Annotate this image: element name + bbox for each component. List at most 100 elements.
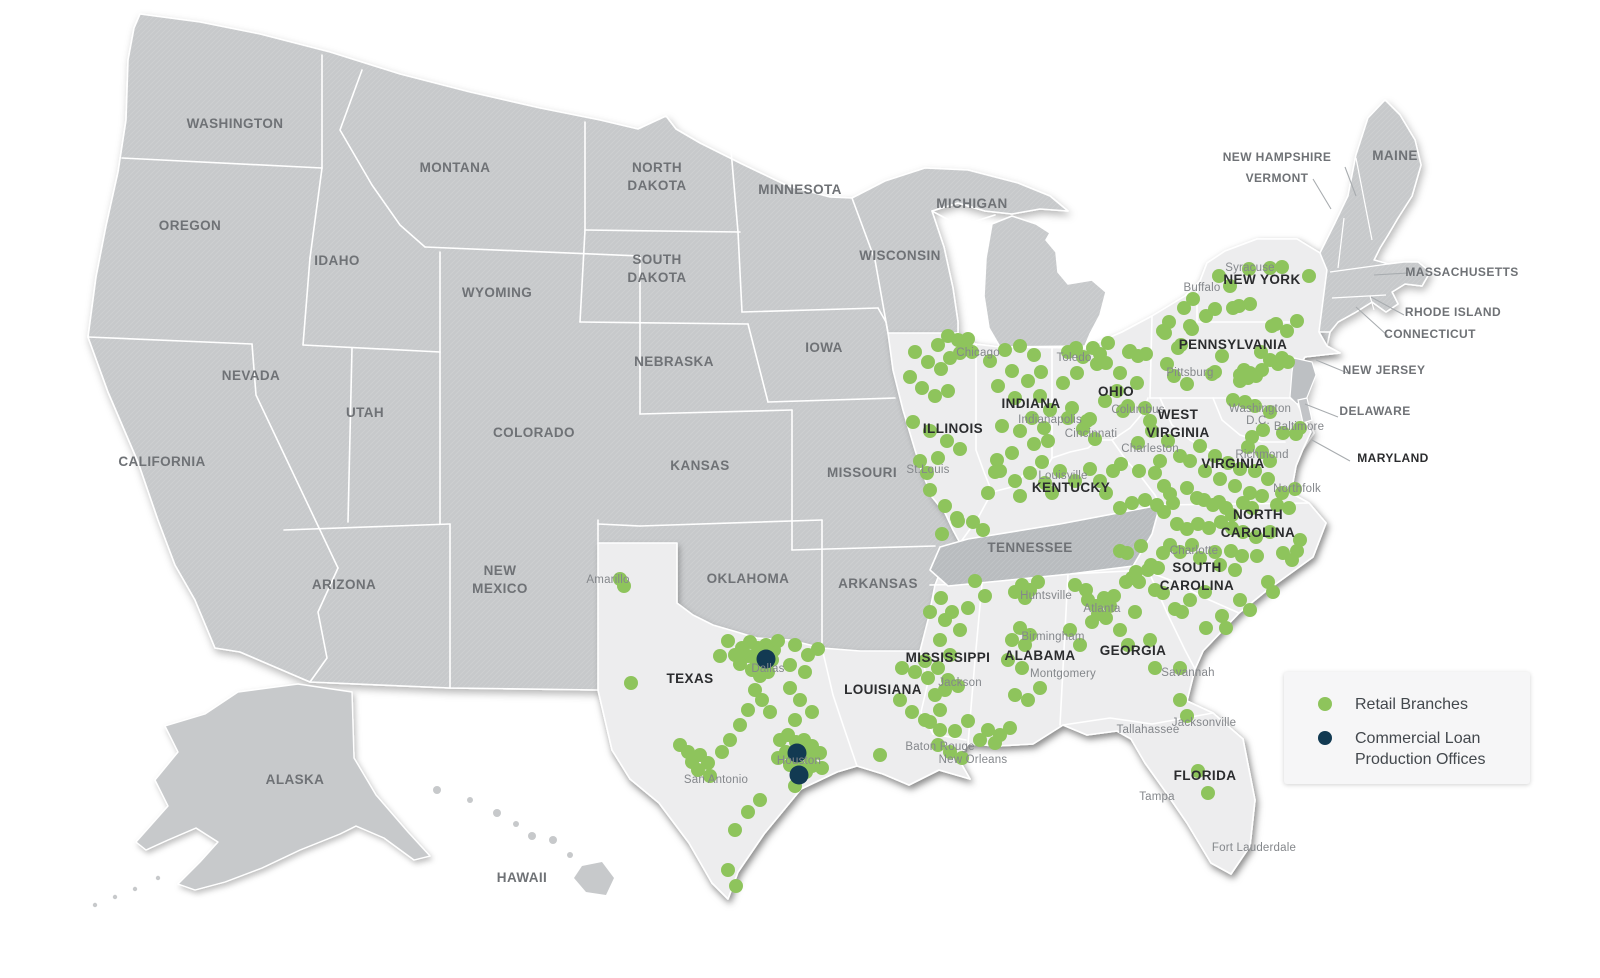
state-label-oregon: OREGON: [159, 218, 221, 233]
state-label-texas: TEXAS: [666, 671, 713, 686]
retail-branch-dot: [993, 464, 1007, 478]
retail-branch-dot: [966, 515, 980, 529]
state-label-arkansas: ARKANSAS: [838, 576, 918, 591]
state-label-idaho: IDAHO: [314, 253, 360, 268]
retail-branch-dot: [1261, 472, 1275, 486]
retail-branch-dot: [938, 499, 952, 513]
state-hawaii-island: [433, 786, 441, 794]
retail-branch-dot: [1256, 423, 1270, 437]
retail-branch-dot: [755, 693, 769, 707]
retail-branch-dot: [1125, 496, 1139, 510]
state-hawaii-island: [528, 832, 536, 840]
retail-branch-dot: [1166, 496, 1180, 510]
retail-branch-dot: [923, 605, 937, 619]
retail-branch-dot: [983, 354, 997, 368]
state-label-delaware: DELAWARE: [1339, 404, 1410, 418]
retail-branch-dot: [1157, 505, 1171, 519]
retail-branch-dot: [1219, 621, 1233, 635]
retail-branch-dot: [1243, 486, 1257, 500]
retail-branch-dot: [1177, 301, 1191, 315]
city-label: San Antonio: [684, 774, 748, 786]
retail-branch-dot: [1208, 449, 1222, 463]
retail-branch-dot: [1130, 376, 1144, 390]
retail-branch-dot: [741, 703, 755, 717]
retail-branch-dot: [1070, 366, 1084, 380]
state-label-wyoming: WYOMING: [462, 285, 532, 300]
retail-branch-dot: [968, 574, 982, 588]
retail-branch-dot: [805, 705, 819, 719]
retail-branch-dots: [613, 260, 1316, 893]
city-label: Cincinnati: [1065, 428, 1118, 440]
retail-branch-dot: [933, 633, 947, 647]
retail-branch-dot: [921, 355, 935, 369]
retail-branch-dot: [990, 453, 1004, 467]
retail-branch-dot: [1023, 466, 1037, 480]
retail-branch-dot: [1180, 522, 1194, 536]
retail-branch-dot: [1013, 339, 1027, 353]
retail-branch-dot: [1073, 638, 1087, 652]
retail-branch-dot: [1037, 421, 1051, 435]
retail-branch-dot: [1161, 434, 1175, 448]
city-label: Buffalo: [1184, 282, 1221, 294]
retail-branch-dot: [1193, 439, 1207, 453]
retail-branch-dot: [1249, 530, 1263, 544]
retail-branch-dot: [748, 683, 762, 697]
retail-branch-dot: [1263, 525, 1277, 539]
retail-branch-dot: [893, 693, 907, 707]
retail-branch-dot: [798, 665, 812, 679]
retail-branch-dot: [1186, 292, 1200, 306]
city-label: Jackson: [938, 677, 982, 689]
retail-branch-dot: [1131, 436, 1145, 450]
retail-branch-dot: [1013, 489, 1027, 503]
retail-branch-dot: [733, 718, 747, 732]
city-label: Fort Lauderdale: [1212, 842, 1296, 854]
leader-line: [1311, 439, 1351, 462]
retail-branch-dot: [761, 665, 775, 679]
retail-branch-dot: [1221, 456, 1235, 470]
retail-branch-dot: [908, 665, 922, 679]
retail-branch-dot: [920, 466, 934, 480]
leader-line: [1373, 272, 1409, 276]
retail-branch-dot: [965, 345, 979, 359]
legend-label: Retail Branches: [1355, 694, 1468, 715]
state-label-florida: FLORIDA: [1174, 768, 1237, 783]
city-label: Tampa: [1139, 791, 1175, 803]
commercial-loan-office-dots: [756, 649, 809, 785]
city-label: Northfolk: [1273, 483, 1321, 495]
retail-branch-dot: [763, 705, 777, 719]
retail-branch-dot: [1254, 345, 1268, 359]
state-label-alaska: ALASKA: [266, 772, 325, 787]
retail-branch-dot: [1183, 593, 1197, 607]
city-label: Tallahassee: [1117, 724, 1180, 736]
commercial-loan-office-dot: [787, 743, 807, 763]
commercial-loan-office-dot: [756, 649, 776, 669]
state-label-michigan: MICHIGAN: [936, 196, 1007, 211]
retail-branch-dot: [1198, 464, 1212, 478]
retail-branch-dot: [1215, 609, 1229, 623]
retail-branch-dot: [1243, 603, 1257, 617]
state-label-west-virginia: WEST VIRGINIA: [1146, 407, 1209, 440]
retail-branch-dot: [1013, 424, 1027, 438]
retail-branch-dot: [1214, 515, 1228, 529]
retail-branch-dot: [1167, 369, 1181, 383]
non-footprint-overlays: [92, 99, 1431, 908]
state-label-california: CALIFORNIA: [118, 454, 205, 469]
retail-branch-dot: [1141, 563, 1155, 577]
retail-branch-dot: [1093, 474, 1107, 488]
retail-branch-dot: [624, 676, 638, 690]
state-hawaii-island: [513, 821, 519, 827]
state-label-nebraska: NEBRASKA: [634, 354, 714, 369]
retail-branch-dot: [1113, 501, 1127, 515]
retail-branch-dot: [1156, 324, 1170, 338]
retail-branch-dot: [1241, 440, 1255, 454]
retail-branch-dot: [1063, 623, 1077, 637]
leader-line: [1344, 166, 1357, 197]
state-label-new-york: NEW YORK: [1223, 272, 1300, 287]
retail-branch-dot: [1288, 482, 1302, 496]
retail-branch-dot: [978, 589, 992, 603]
retail-branch-dot: [741, 805, 755, 819]
retail-branch-dot: [1171, 341, 1185, 355]
retail-branch-dot: [1027, 437, 1041, 451]
retail-branch-dot: [1173, 661, 1187, 675]
city-labels: Chicago Toledo Columbus Indianapolis Cincinn…: [586, 262, 1324, 854]
